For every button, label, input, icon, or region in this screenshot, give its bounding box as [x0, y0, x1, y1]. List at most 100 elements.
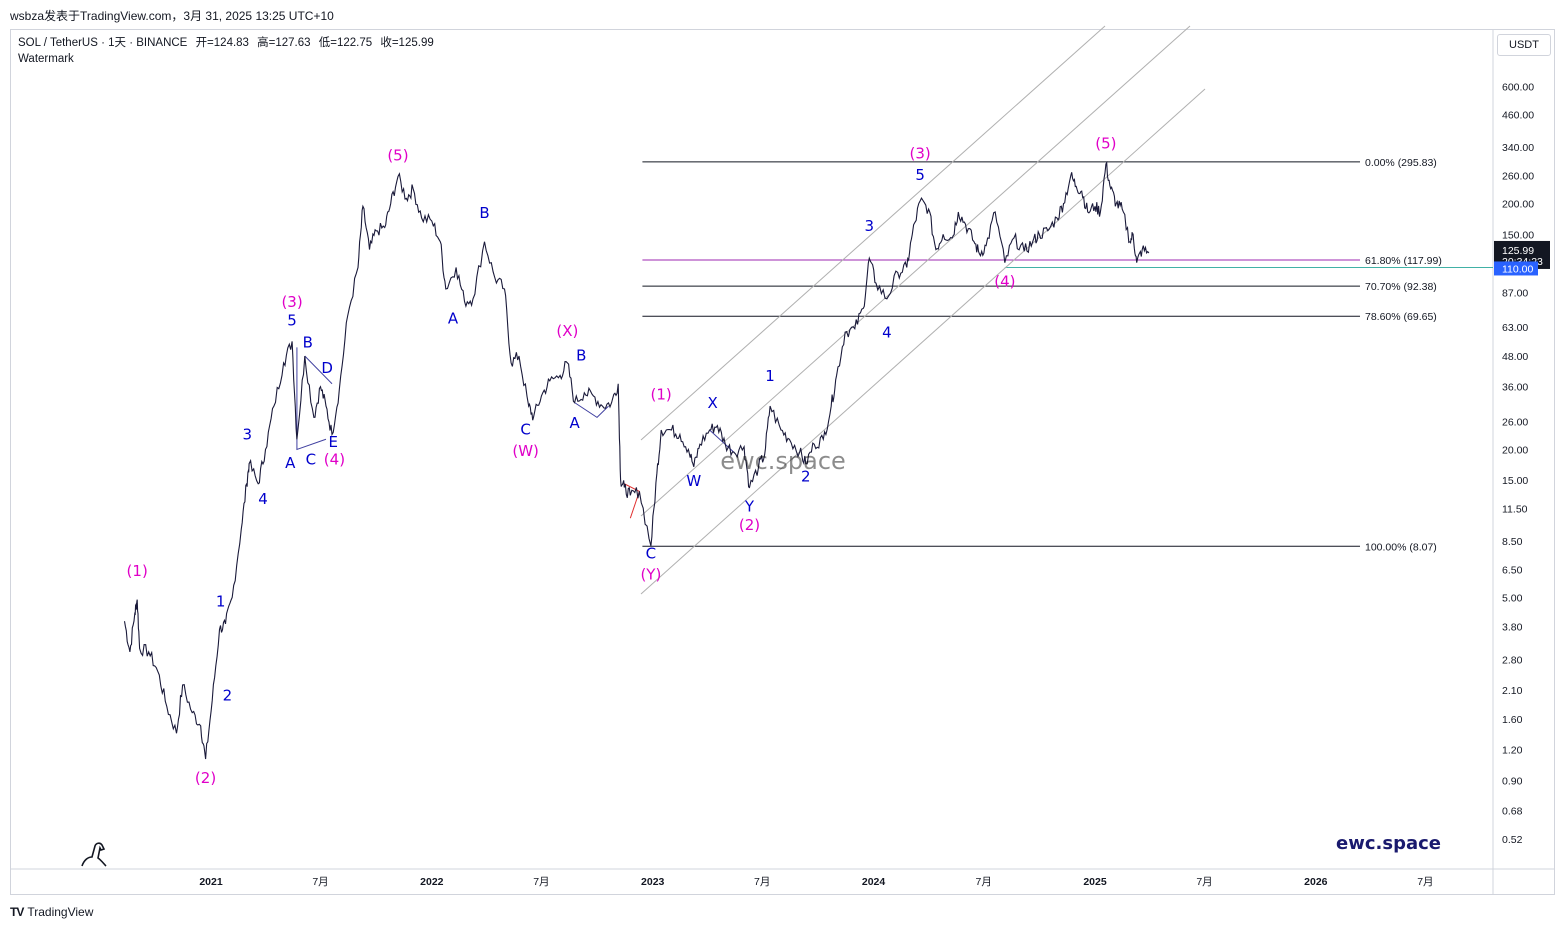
wave-label: D	[321, 359, 333, 377]
price-tick-label: 1.60	[1502, 714, 1523, 726]
line-price-text: 110.00	[1502, 263, 1533, 275]
time-tick-label: 7月	[975, 876, 991, 888]
price-tags: 125.9920:34:23110.00	[1494, 240, 1550, 276]
wave-label: (4)	[994, 273, 1015, 291]
time-tick-label: 7月	[754, 876, 770, 888]
time-tick-label: 2026	[1304, 876, 1328, 888]
wave-labels: (1)(2)12345(3)ABCDE(4)(5)ABC(W)(X)BAC(Y)…	[127, 135, 1117, 787]
chart-legend: SOL / TetherUS · 1天 · BINANCE 开=124.83 高…	[18, 35, 439, 67]
time-tick-label: 7月	[312, 876, 328, 888]
symbol-label[interactable]: SOL / TetherUS · 1天 · BINANCE	[18, 37, 188, 49]
price-tick-label: 6.50	[1502, 564, 1523, 576]
wave-label: 5	[287, 311, 297, 329]
price-tick-label: 200.00	[1502, 199, 1534, 211]
footer-brand[interactable]: TradingView	[27, 905, 94, 919]
wave-label: (4)	[324, 450, 345, 468]
line-price-tag	[1494, 261, 1538, 276]
price-tick-label: 600.00	[1502, 81, 1534, 93]
fib-level-label: 100.00% (8.07)	[1365, 541, 1437, 553]
wave-label: Y	[744, 497, 755, 515]
wave-label: 4	[882, 324, 892, 342]
wave-label: X	[707, 394, 717, 412]
price-tick-label: 26.00	[1502, 416, 1528, 428]
price-tick-label: 5.00	[1502, 592, 1523, 604]
time-tick-label: 2024	[862, 876, 886, 888]
currency-button[interactable]: USDT	[1497, 34, 1551, 56]
wave-label: (2)	[739, 516, 760, 534]
wave-label: (1)	[127, 562, 148, 580]
wave-label: (5)	[1095, 135, 1116, 153]
trend-channel	[640, 25, 1206, 595]
time-axis[interactable]: 2021 7月 2022 7月 2023 7月 2024 7月 2025 7月 2026 7月	[10, 868, 1555, 888]
last-price-text: 125.99	[1502, 245, 1534, 257]
wave-label: (3)	[910, 145, 931, 163]
wave-label: 3	[865, 217, 875, 235]
wave-label: (2)	[195, 769, 216, 787]
price-tick-label: 15.00	[1502, 475, 1528, 487]
price-tick-label: 11.50	[1502, 503, 1528, 515]
price-axis[interactable]: 600.00 460.00 340.00 260.00 200.00 150.00 110.…	[1492, 29, 1534, 895]
wave-label: 4	[258, 490, 268, 508]
price-tick-label: 2.80	[1502, 654, 1523, 666]
wave-label: A	[285, 454, 296, 472]
wave-label: W	[686, 472, 701, 490]
price-tick-label: 36.00	[1502, 382, 1528, 394]
wave-label: (Y)	[640, 566, 661, 584]
chart-frame	[10, 29, 1555, 895]
pattern-line	[296, 347, 327, 451]
brand-text: ewc.space	[1336, 833, 1441, 854]
pattern-line	[304, 355, 333, 385]
wave-label: C	[646, 544, 656, 562]
open-value: 开=124.83	[195, 37, 249, 49]
pattern-line	[574, 402, 609, 419]
close-value: 收=125.99	[380, 37, 434, 49]
fib-retracement: 0.00% (295.83) 61.80% (117.99) 70.70% (92.…	[642, 157, 1493, 553]
time-tick-label: 2023	[641, 876, 665, 888]
wave-label: (W)	[512, 442, 539, 460]
wave-label: 2	[801, 468, 811, 486]
wave-label: E	[328, 433, 337, 451]
price-tick-label: 3.80	[1502, 622, 1523, 634]
indicator-label[interactable]: Watermark	[18, 53, 74, 65]
dino-logo	[81, 842, 107, 867]
price-tick-label: 340.00	[1502, 142, 1534, 154]
channel-line	[640, 88, 1206, 595]
price-series	[123, 160, 1150, 760]
wave-label: 1	[765, 367, 775, 385]
price-tick-label: 0.68	[1502, 805, 1523, 817]
channel-line	[640, 25, 1191, 517]
wave-label: A	[448, 310, 459, 328]
time-tick-label: 2025	[1083, 876, 1107, 888]
time-tick-label: 2021	[199, 876, 223, 888]
time-tick-label: 7月	[1196, 876, 1212, 888]
wave-label: 5	[915, 166, 925, 184]
fib-level-label: 70.70% (92.38)	[1365, 281, 1437, 293]
dinosaur-icon	[81, 842, 107, 867]
fib-level-label: 0.00% (295.83)	[1365, 157, 1437, 169]
time-tick-label: 2022	[420, 876, 444, 888]
price-tick-label: 8.50	[1502, 536, 1523, 548]
price-tick-label: 48.00	[1502, 351, 1528, 363]
price-tick-label: 1.20	[1502, 745, 1523, 757]
price-tick-label: 87.00	[1502, 287, 1528, 299]
wave-label: (1)	[651, 385, 672, 403]
wave-label: 2	[223, 687, 233, 705]
publish-info: wsbza发表于TradingView.com，3月 31, 2025 13:2…	[10, 9, 334, 23]
wave-label: (5)	[387, 146, 408, 164]
tradingview-logo-icon[interactable]: TV	[10, 905, 24, 919]
price-tick-label: 20.00	[1502, 444, 1528, 456]
price-tick-label: 63.00	[1502, 322, 1528, 334]
channel-line	[640, 25, 1106, 441]
wave-label: B	[479, 204, 489, 222]
wave-label: C	[520, 421, 530, 439]
time-tick-label: 7月	[1417, 876, 1433, 888]
wave-label: B	[576, 347, 586, 365]
price-tick-label: 150.00	[1502, 229, 1534, 241]
wave-label: A	[570, 414, 581, 432]
fib-level-label: 78.60% (69.65)	[1365, 311, 1437, 323]
price-tick-label: 260.00	[1502, 171, 1534, 183]
price-tick-label: 460.00	[1502, 110, 1534, 122]
price-tick-label: 0.90	[1502, 775, 1523, 787]
wave-label: 3	[243, 425, 253, 443]
